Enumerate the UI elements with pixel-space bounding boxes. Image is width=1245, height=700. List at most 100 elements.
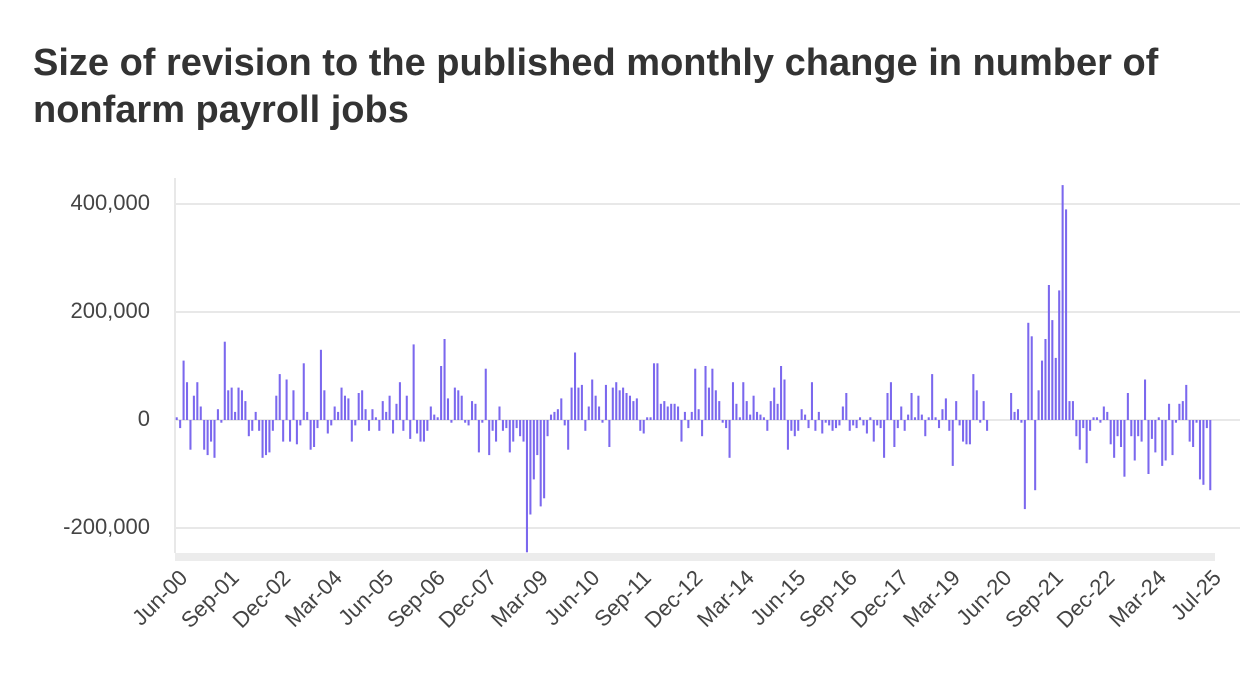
bar — [962, 420, 965, 442]
bar — [1047, 285, 1050, 420]
bar — [697, 409, 700, 420]
bar — [886, 393, 889, 420]
bar — [512, 420, 515, 442]
bar — [1205, 420, 1208, 429]
y-tick-label: 0 — [138, 406, 150, 431]
bar — [769, 401, 772, 420]
bar — [1089, 420, 1092, 431]
bar — [865, 420, 868, 434]
bar — [975, 390, 978, 420]
bar — [529, 420, 532, 515]
bar — [436, 417, 439, 420]
bar — [841, 406, 844, 420]
bar — [1071, 401, 1074, 420]
bar — [800, 409, 803, 420]
bar — [1178, 403, 1181, 420]
bar — [364, 409, 367, 420]
bar — [1185, 384, 1188, 420]
bar — [1147, 420, 1150, 474]
bar — [955, 401, 958, 420]
bar — [505, 420, 508, 429]
bar — [1168, 403, 1171, 420]
bar — [350, 420, 353, 442]
bar — [1065, 209, 1068, 420]
bar — [821, 420, 824, 434]
bar — [1061, 185, 1064, 420]
bar — [1113, 420, 1116, 458]
bar — [776, 403, 779, 420]
bar — [275, 395, 278, 420]
bar — [714, 390, 717, 420]
bar — [405, 395, 408, 420]
bar — [711, 368, 714, 420]
bar — [426, 420, 429, 431]
bar — [567, 420, 570, 450]
bar — [817, 411, 820, 420]
bar — [1078, 420, 1081, 450]
bar — [433, 414, 436, 420]
bar — [299, 420, 302, 426]
y-tick-label: -200,000 — [63, 514, 150, 539]
bar — [306, 411, 309, 420]
bar — [1010, 393, 1013, 420]
bar — [1030, 336, 1033, 420]
bar — [532, 420, 535, 480]
bar — [824, 420, 827, 423]
bar — [484, 368, 487, 420]
bar — [628, 395, 632, 420]
bar — [941, 409, 944, 420]
bar — [574, 352, 577, 420]
bar — [381, 401, 384, 420]
bar — [374, 417, 377, 420]
bar — [323, 390, 326, 420]
bar — [1051, 320, 1054, 420]
bar — [1106, 411, 1109, 420]
bar — [1099, 420, 1102, 423]
bar — [594, 395, 597, 420]
bar — [1040, 360, 1044, 420]
bar — [443, 339, 446, 420]
bar — [244, 401, 247, 420]
bar — [495, 420, 498, 442]
bar — [944, 398, 947, 420]
bar — [920, 414, 923, 420]
bar — [477, 420, 480, 453]
bar — [755, 411, 759, 420]
bar — [182, 360, 185, 420]
bar — [591, 379, 594, 420]
bar — [508, 420, 511, 453]
bar — [175, 417, 178, 420]
bar — [690, 411, 693, 420]
bar — [907, 414, 910, 420]
x-tick-label: Mar-24 — [1104, 565, 1171, 632]
bar — [1068, 401, 1071, 420]
bar — [563, 420, 566, 426]
bar — [728, 420, 731, 458]
bar — [845, 393, 848, 420]
bar — [254, 411, 257, 420]
bar — [453, 387, 456, 420]
bar — [804, 414, 807, 420]
bar — [670, 403, 673, 420]
x-tick-label: Dec-12 — [640, 565, 708, 633]
bar — [625, 393, 628, 420]
x-tick-label: Dec-22 — [1052, 565, 1120, 633]
chart-title: Size of revision to the published monthl… — [33, 42, 1159, 131]
bar — [337, 411, 340, 420]
x-tick-label: Mar-09 — [486, 565, 553, 632]
bar — [807, 420, 810, 429]
bar — [862, 420, 865, 426]
bar — [738, 417, 741, 420]
bar — [402, 420, 405, 431]
bar — [834, 420, 838, 429]
bar — [457, 390, 460, 420]
bar — [289, 420, 292, 442]
bar — [649, 417, 652, 420]
bar — [1034, 420, 1037, 491]
bar — [354, 420, 357, 426]
bar — [1126, 393, 1129, 420]
bar — [261, 420, 264, 458]
bar — [831, 420, 834, 431]
bar — [577, 387, 580, 420]
